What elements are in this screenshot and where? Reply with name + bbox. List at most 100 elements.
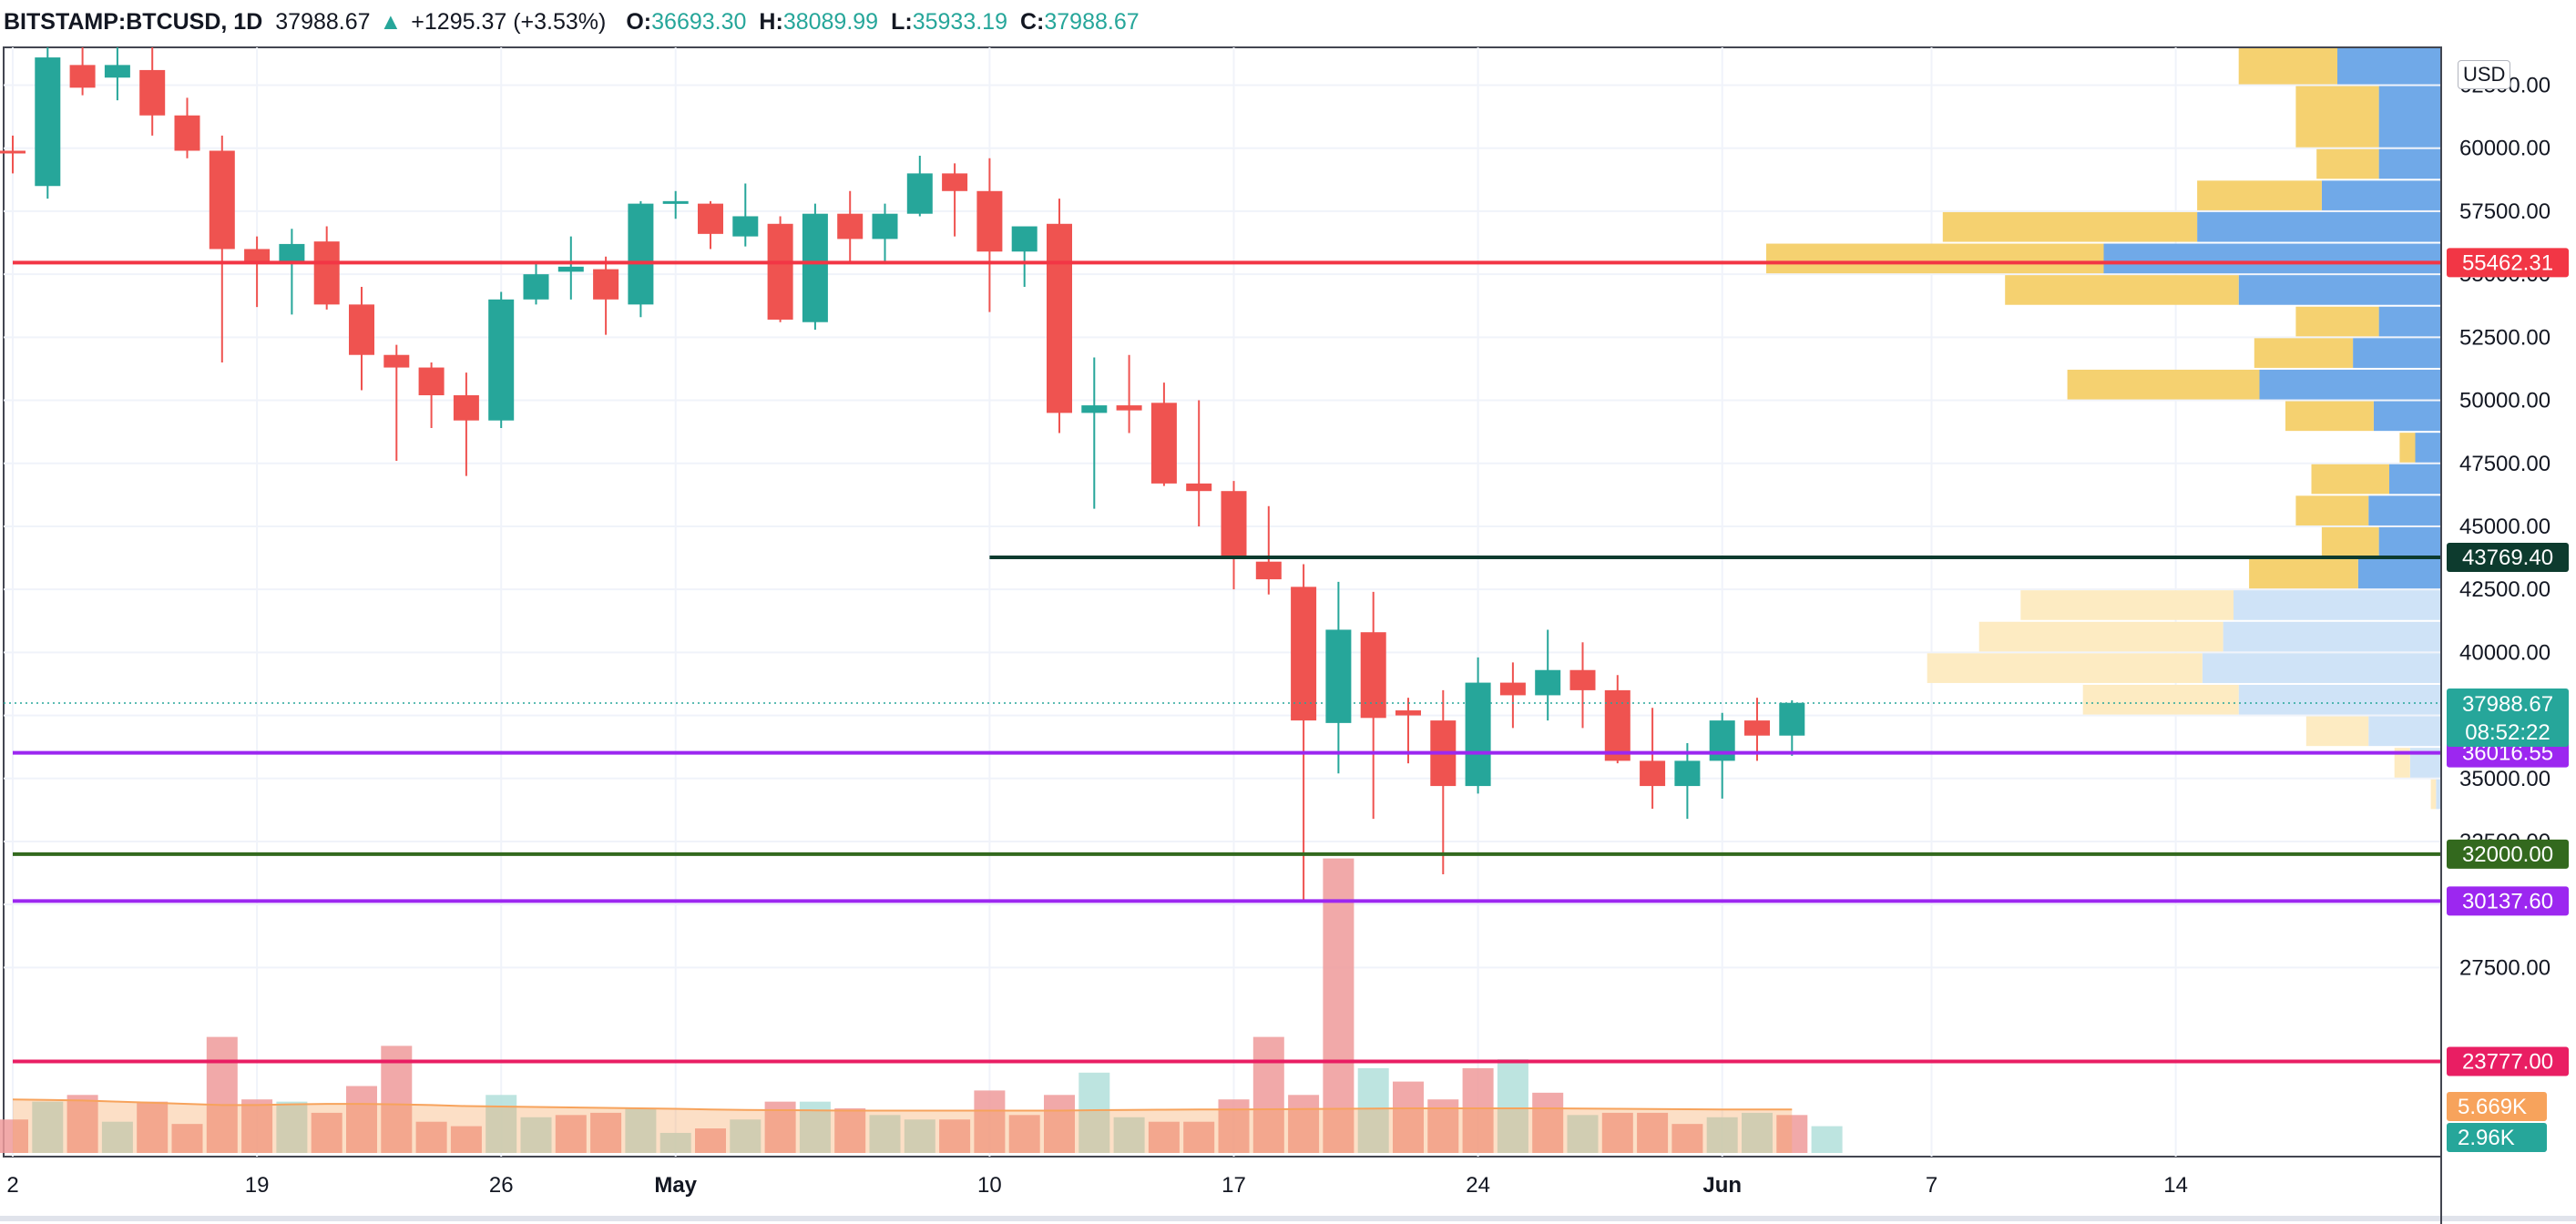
candle-body[interactable] bbox=[906, 173, 933, 214]
volume-bar bbox=[1567, 1115, 1599, 1153]
candle-body[interactable] bbox=[976, 190, 1003, 252]
volume-bar bbox=[1148, 1121, 1180, 1153]
level-price-label: 55462.31 bbox=[2462, 250, 2553, 275]
candle-body[interactable] bbox=[35, 57, 61, 187]
volume-profile-up-bar bbox=[2197, 211, 2441, 242]
date-tick-label: 17 bbox=[1222, 1173, 1246, 1198]
volume-bar bbox=[171, 1124, 203, 1153]
volume-value-tag bbox=[2447, 1092, 2547, 1121]
candle-body[interactable] bbox=[1674, 760, 1701, 787]
date-tick-label: 2 bbox=[6, 1173, 18, 1198]
volume-profile-down-bar bbox=[1766, 243, 2104, 274]
volume-profile-up-bar bbox=[2238, 275, 2441, 305]
volume-profile-up-bar bbox=[2436, 779, 2441, 810]
candle-body[interactable] bbox=[1535, 669, 1561, 696]
candle-body[interactable] bbox=[628, 203, 654, 305]
volume-profile-up-bar bbox=[2378, 148, 2441, 179]
volume-profile-down-bar bbox=[2430, 779, 2437, 810]
volume-profile-down-bar bbox=[2321, 526, 2379, 557]
candle-body[interactable] bbox=[1325, 629, 1352, 723]
candle-body[interactable] bbox=[1116, 405, 1142, 411]
candle-body[interactable] bbox=[1291, 586, 1317, 721]
date-tick-label: 19 bbox=[245, 1173, 270, 1198]
candle-body[interactable] bbox=[1255, 561, 1282, 580]
candle-body[interactable] bbox=[1395, 710, 1421, 716]
volume-bar bbox=[555, 1115, 587, 1153]
volume-profile-down-bar bbox=[2067, 369, 2260, 400]
candle-body[interactable] bbox=[1569, 669, 1596, 690]
candle-body[interactable] bbox=[209, 150, 235, 250]
candle-body[interactable] bbox=[418, 367, 445, 396]
candle-body[interactable] bbox=[279, 243, 305, 262]
volume-profile-down-bar bbox=[2394, 748, 2410, 778]
candle-body[interactable] bbox=[767, 223, 793, 320]
candle-body[interactable] bbox=[1465, 682, 1491, 787]
candle-body[interactable] bbox=[942, 173, 968, 191]
candle-body[interactable] bbox=[1047, 223, 1072, 413]
candle-body[interactable] bbox=[313, 241, 340, 305]
volume-value-label: 2.96K bbox=[2458, 1126, 2515, 1150]
candle-body[interactable] bbox=[557, 266, 584, 272]
volume-profile-down-bar bbox=[2082, 684, 2239, 715]
candle-body[interactable] bbox=[1499, 682, 1526, 696]
last-price: 37988.67 bbox=[275, 8, 371, 35]
price-tick-label: 50000.00 bbox=[2459, 389, 2550, 413]
candle-body[interactable] bbox=[453, 395, 479, 421]
candle-body[interactable] bbox=[872, 213, 898, 240]
candle-body[interactable] bbox=[1779, 702, 1805, 736]
candle-body[interactable] bbox=[69, 65, 96, 88]
candle-body[interactable] bbox=[139, 69, 166, 116]
volume-bar bbox=[1776, 1115, 1808, 1153]
volume-bar bbox=[137, 1101, 169, 1153]
volume-profile-down-bar bbox=[2197, 180, 2322, 210]
candle-body[interactable] bbox=[1150, 403, 1177, 484]
volume-bar bbox=[834, 1108, 866, 1153]
volume-profile-down-bar bbox=[2295, 306, 2379, 337]
volume-profile-down-bar bbox=[2316, 148, 2379, 179]
candle-body[interactable] bbox=[104, 65, 130, 78]
candle-body[interactable] bbox=[1709, 720, 1735, 761]
volume-profile-down-bar bbox=[1927, 653, 2203, 683]
open-label: O: bbox=[626, 8, 652, 35]
volume-bar bbox=[486, 1095, 517, 1153]
symbol-label[interactable]: BITSTAMP:BTCUSD, 1D bbox=[4, 8, 263, 35]
candle-body[interactable] bbox=[837, 213, 864, 240]
volume-bar bbox=[206, 1036, 238, 1153]
volume-bar bbox=[1078, 1072, 1110, 1153]
candle-body[interactable] bbox=[1081, 405, 1108, 413]
candle-body[interactable] bbox=[383, 354, 410, 368]
candle-body[interactable] bbox=[593, 269, 619, 300]
candle-body[interactable] bbox=[1744, 720, 1770, 736]
price-tick-label: 27500.00 bbox=[2459, 955, 2550, 980]
candle-body[interactable] bbox=[349, 304, 374, 355]
level-price-tag bbox=[2447, 1046, 2569, 1076]
candle-body[interactable] bbox=[1640, 760, 1666, 787]
candle-body[interactable] bbox=[698, 203, 723, 234]
candle-body[interactable] bbox=[523, 274, 549, 300]
volume-bar bbox=[625, 1108, 657, 1153]
candle-body[interactable] bbox=[488, 299, 515, 421]
high-value: 38089.99 bbox=[782, 8, 879, 35]
candle-body[interactable] bbox=[732, 216, 759, 237]
candle-body[interactable] bbox=[0, 150, 26, 154]
price-change: +1295.37 (+3.53%) bbox=[411, 8, 607, 35]
candle-body[interactable] bbox=[1011, 226, 1038, 252]
volume-bar bbox=[311, 1112, 342, 1153]
candle-body[interactable] bbox=[244, 249, 271, 262]
currency-button[interactable]: USD bbox=[2458, 60, 2511, 89]
volume-bar bbox=[730, 1119, 762, 1153]
volume-profile-up-bar bbox=[2202, 653, 2441, 683]
level-price-tag bbox=[2447, 248, 2569, 278]
candle-body[interactable] bbox=[1221, 491, 1247, 559]
date-tick-label: May bbox=[654, 1173, 697, 1198]
candle-body[interactable] bbox=[1360, 632, 1386, 719]
volume-ma-line bbox=[12, 1098, 1793, 1112]
candle-body[interactable] bbox=[1604, 689, 1630, 761]
candle-body[interactable] bbox=[662, 200, 689, 204]
volume-profile-down-bar bbox=[2295, 86, 2379, 148]
candle-body[interactable] bbox=[174, 115, 200, 151]
candle-body[interactable] bbox=[1186, 483, 1212, 492]
candle-body[interactable] bbox=[802, 213, 828, 322]
volume-profile-up-bar bbox=[2368, 495, 2441, 525]
